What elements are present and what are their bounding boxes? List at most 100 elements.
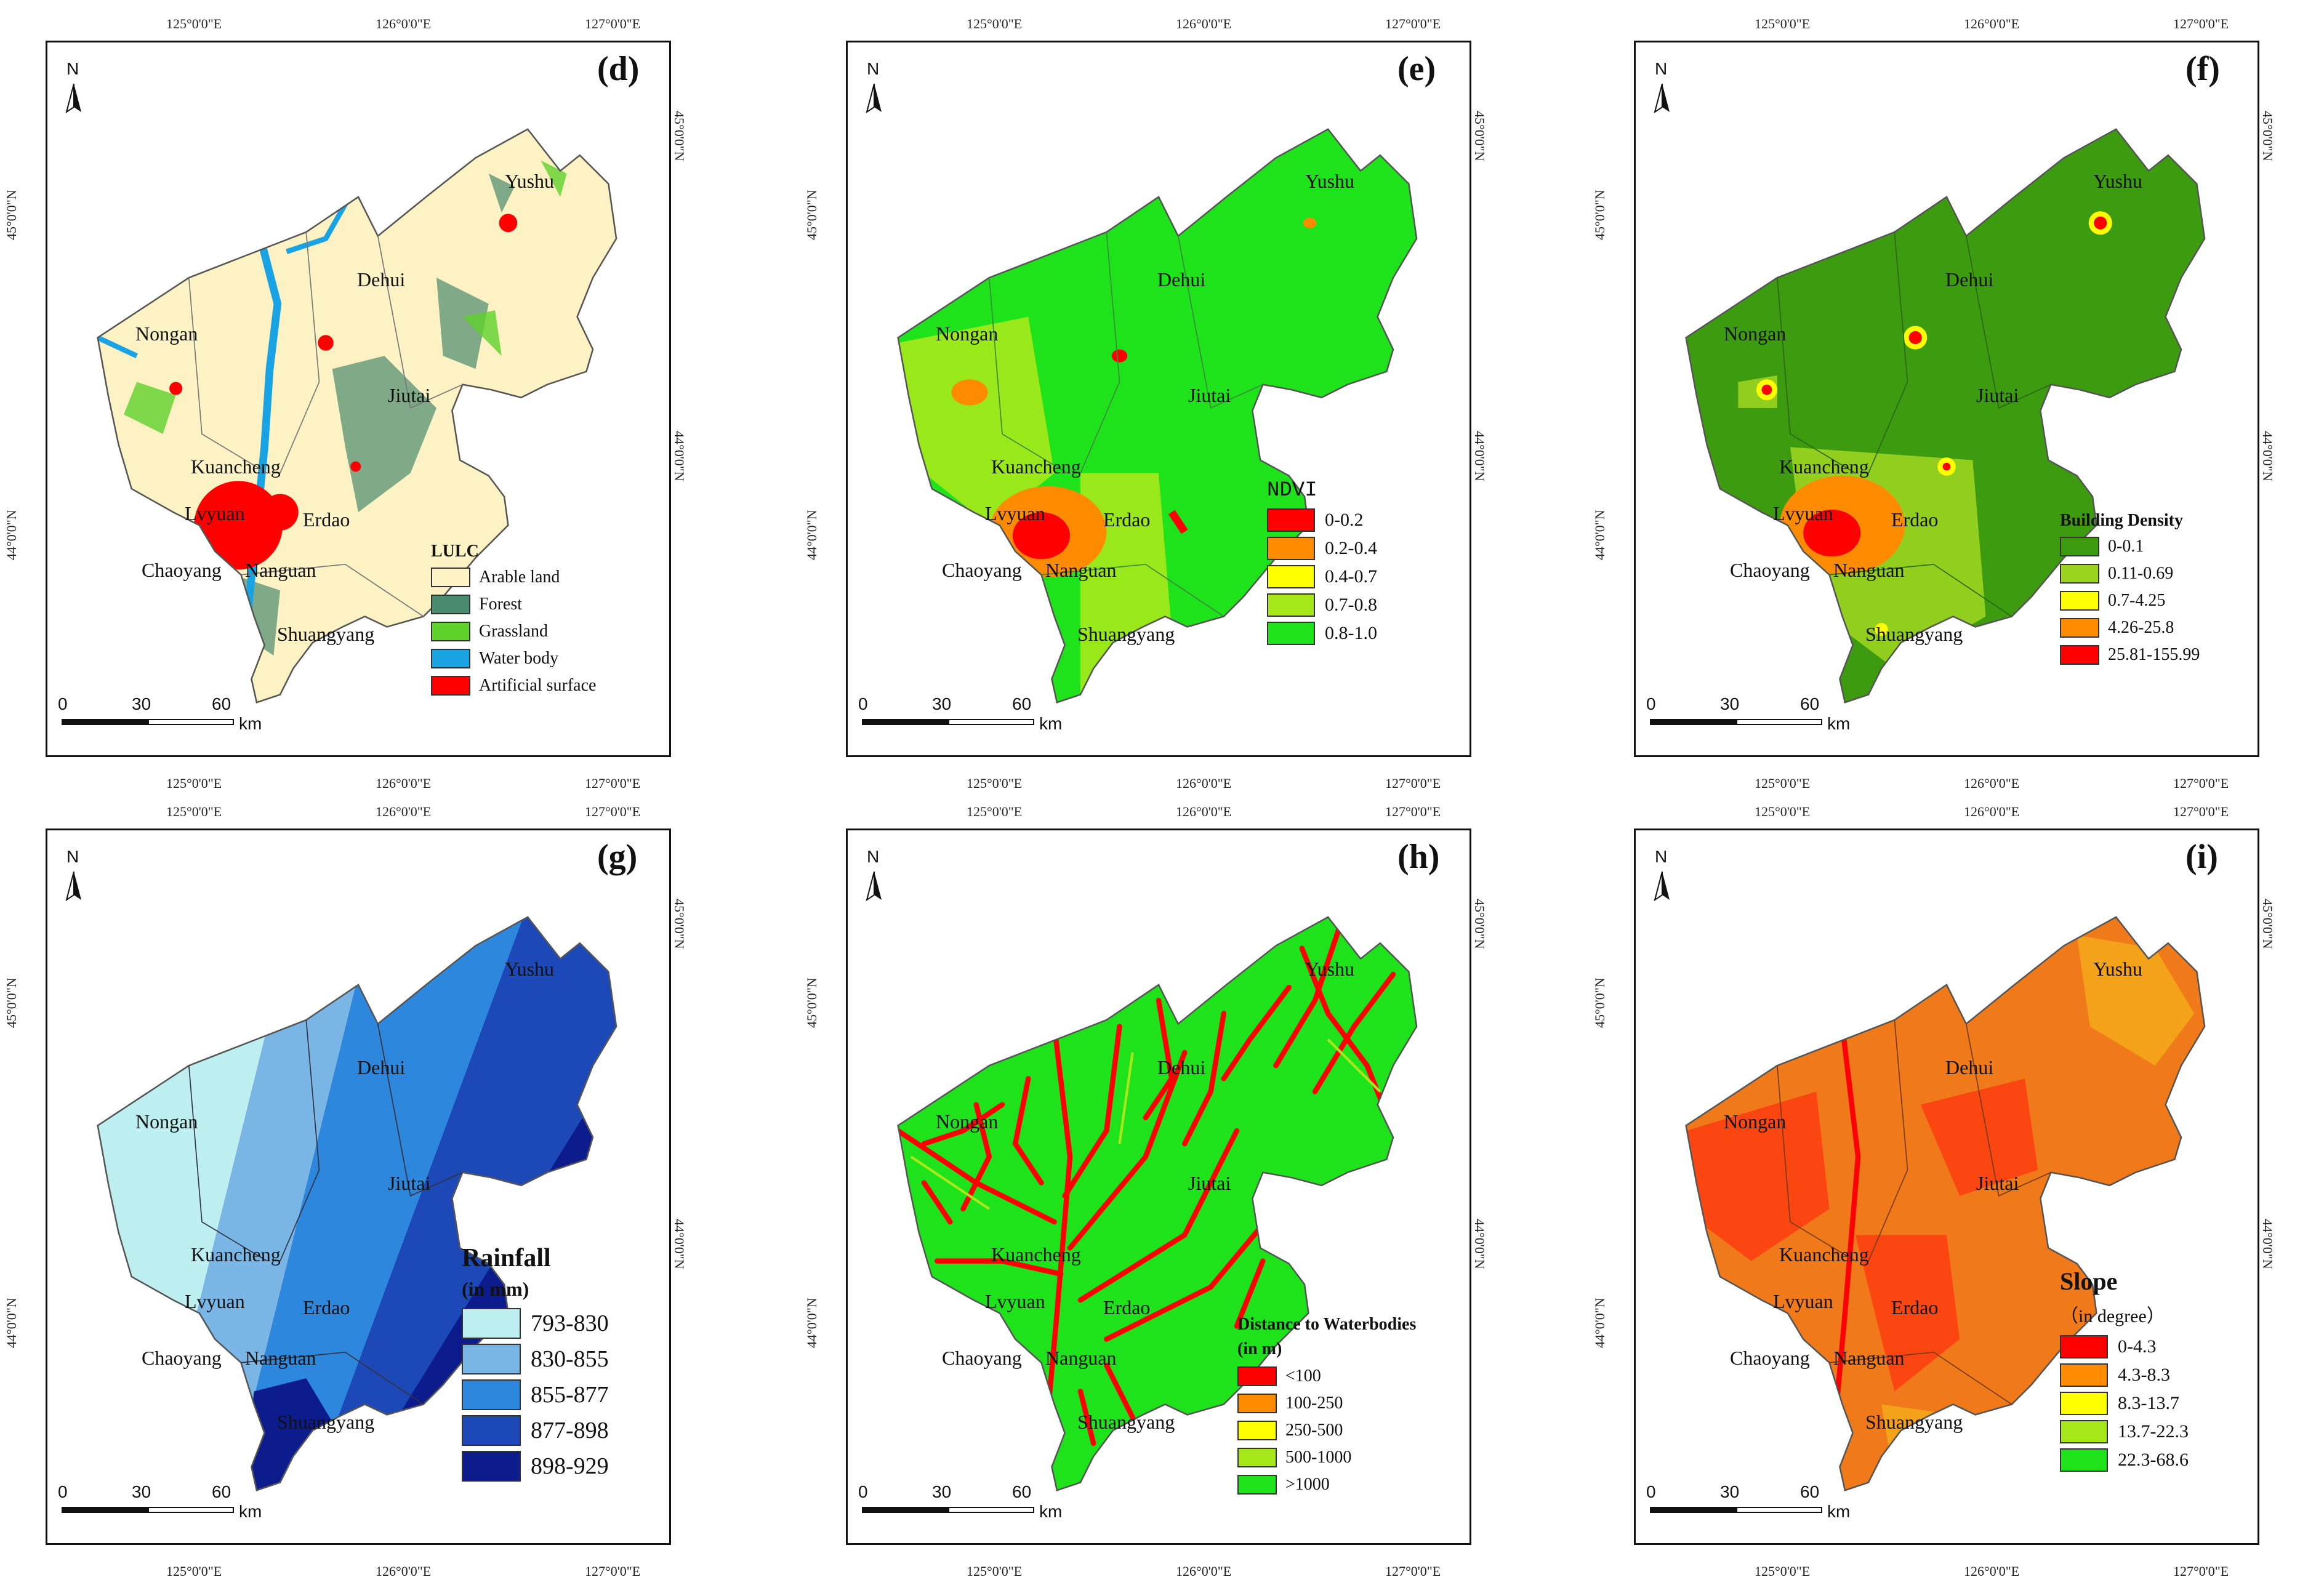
lon-top-126: 126°0'0"E <box>1964 804 2020 819</box>
panel-h-distance-waterbodies: 125°0'0"E 126°0'0"E 127°0'0"E 125°0'0"E … <box>804 804 1533 1579</box>
place-nongan: Nongan <box>135 323 198 345</box>
place-nongan: Nongan <box>135 1110 198 1133</box>
legend-swatch <box>2060 1448 2108 1472</box>
lat-right-44: 44°0'0"N <box>672 1219 687 1269</box>
legend-lulc: LULC Arable land Forest Grassland Water … <box>431 542 596 703</box>
legend-row: 0.7-0.8 <box>1267 593 1377 617</box>
legend-row: >1000 <box>1237 1475 1416 1495</box>
place-shuangyang: Shuangyang <box>1077 623 1175 645</box>
place-yushu: Yushu <box>1305 170 1355 192</box>
lat-left-44: 44°0'0"N <box>1592 1298 1607 1348</box>
legend-swatch <box>1237 1421 1277 1440</box>
north-label: N <box>1655 59 1668 78</box>
legend-row: 13.7-22.3 <box>2060 1420 2189 1443</box>
place-erdao: Erdao <box>1103 1296 1151 1318</box>
legend-label: 898-929 <box>531 1453 609 1479</box>
legend-label: 250-500 <box>1285 1421 1343 1440</box>
lon-top-125: 125°0'0"E <box>166 16 222 31</box>
place-nongan: Nongan <box>936 323 999 345</box>
scale-tick: 0 <box>1646 1482 1656 1501</box>
place-nanguan: Nanguan <box>245 1347 316 1369</box>
stream-network <box>898 920 1396 1472</box>
legend-label: 0.4-0.7 <box>1325 566 1377 587</box>
scale-tick: 30 <box>132 694 151 713</box>
scale-bar: 0 30 60 km <box>858 694 1063 733</box>
panel-d-lulc: 125°0'0"E 126°0'0"E 127°0'0"E 125°0'0"E … <box>4 16 733 791</box>
legend-title: LULC <box>431 542 479 561</box>
place-dehui: Dehui <box>357 268 406 291</box>
lon-bottom-126: 126°0'0"E <box>376 776 432 791</box>
lon-bottom-127: 127°0'0"E <box>1385 1563 1441 1579</box>
lon-top-125: 125°0'0"E <box>1755 16 1811 31</box>
lon-bottom-126: 126°0'0"E <box>1176 1563 1232 1579</box>
legend-label: 0.2-0.4 <box>1325 538 1377 558</box>
legend-subtitle: (in mm) <box>462 1278 529 1300</box>
legend-slope: Slope （in degree） 0-4.3 4.3-8.3 8.3-13.7… <box>2060 1267 2189 1477</box>
north-label: N <box>867 847 880 866</box>
north-arrow-icon <box>866 871 882 902</box>
scale-bar: 0 30 60 km <box>58 1482 262 1521</box>
place-lvyuan: Lvyuan <box>185 502 245 524</box>
place-shuangyang: Shuangyang <box>277 1411 375 1433</box>
place-lvyuan: Lvyuan <box>985 1290 1045 1312</box>
north-label: N <box>66 59 79 78</box>
panel-e-ndvi: 125°0'0"E 126°0'0"E 127°0'0"E 125°0'0"E … <box>804 16 1533 791</box>
place-kuancheng: Kuancheng <box>1779 1243 1869 1266</box>
legend-swatch <box>2060 537 2099 556</box>
lon-bottom-125: 125°0'0"E <box>166 776 222 791</box>
place-jiutai: Jiutai <box>1188 1172 1231 1194</box>
scale-tick: 0 <box>858 694 868 713</box>
map-g <box>97 916 617 1491</box>
legend-row: 0-0.1 <box>2060 537 2200 556</box>
legend-rainfall: Rainfall (in mm) 793-830 830-855 855-877… <box>462 1243 609 1487</box>
panel-letter: (f) <box>2185 50 2220 88</box>
legend-swatch <box>431 595 470 614</box>
lat-right-45: 45°0'0"N <box>672 899 687 949</box>
legend-label: Water body <box>479 649 559 668</box>
legend-swatch <box>2060 1363 2108 1387</box>
legend-swatch <box>462 1451 521 1482</box>
legend-row: 830-855 <box>462 1344 609 1374</box>
legend-swatch <box>431 568 470 587</box>
legend-label: 0-4.3 <box>2118 1336 2157 1357</box>
panel-g-rainfall: 125°0'0"E 126°0'0"E 127°0'0"E 125°0'0"E … <box>4 804 733 1579</box>
legend-swatch <box>1267 537 1315 560</box>
place-yushu: Yushu <box>505 170 555 192</box>
legend-row: Water body <box>431 649 596 668</box>
legend-swatch <box>1237 1366 1277 1386</box>
legend-swatch <box>1267 565 1315 588</box>
place-dehui: Dehui <box>1945 268 1994 291</box>
panel-i-slope: 125°0'0"E 126°0'0"E 127°0'0"E 125°0'0"E … <box>1592 804 2321 1579</box>
lat-left-45: 45°0'0"N <box>4 190 19 240</box>
place-lvyuan: Lvyuan <box>1773 1290 1833 1312</box>
legend-row: 100-250 <box>1237 1394 1416 1413</box>
place-erdao: Erdao <box>303 508 350 531</box>
legend-title: Slope <box>2060 1267 2118 1295</box>
place-chaoyang: Chaoyang <box>1730 1347 1810 1369</box>
lon-bottom-126: 126°0'0"E <box>376 1563 432 1579</box>
scale-unit: km <box>1039 714 1063 733</box>
north-label: N <box>867 59 880 78</box>
legend-row: 500-1000 <box>1237 1448 1416 1467</box>
scale-tick: 0 <box>1646 694 1656 713</box>
lon-top-126: 126°0'0"E <box>1964 16 2020 31</box>
legend-row: Artificial surface <box>431 676 596 696</box>
lat-left-45: 45°0'0"N <box>1592 977 1607 1028</box>
place-shuangyang: Shuangyang <box>1077 1411 1175 1433</box>
legend-swatch <box>2060 1420 2108 1443</box>
north-arrow-icon <box>1654 83 1670 114</box>
place-kuancheng: Kuancheng <box>191 455 281 478</box>
panel-letter: (e) <box>1397 50 1436 88</box>
north-arrow-icon <box>1654 871 1670 902</box>
lon-bottom-126: 126°0'0"E <box>1964 776 2020 791</box>
place-kuancheng: Kuancheng <box>991 455 1081 478</box>
legend-label: <100 <box>1285 1366 1321 1386</box>
scale-tick: 0 <box>58 1482 68 1501</box>
lon-top-125: 125°0'0"E <box>1755 804 1811 819</box>
panel-f-building-density: 125°0'0"E 126°0'0"E 127°0'0"E 125°0'0"E … <box>1592 16 2321 791</box>
legend-label: 0.11-0.69 <box>2108 564 2174 583</box>
legend-title: Building Density <box>2060 511 2183 530</box>
place-jiutai: Jiutai <box>388 384 431 406</box>
legend-label: 0-0.2 <box>1325 510 1364 530</box>
legend-row: <100 <box>1237 1366 1416 1386</box>
